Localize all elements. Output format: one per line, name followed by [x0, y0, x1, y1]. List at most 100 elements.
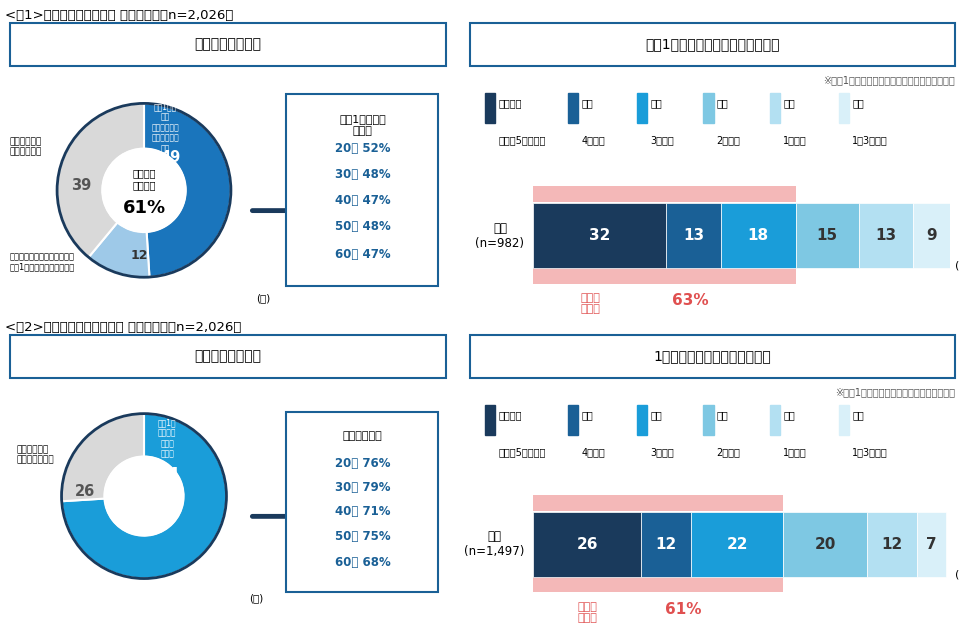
Bar: [913, 203, 950, 268]
Text: 月に1日
以上テレ
ワーク
したい: 月に1日 以上テレ ワーク したい: [157, 418, 177, 459]
Text: ほぼ毎日: ほぼ毎日: [498, 98, 521, 108]
Text: 63%: 63%: [672, 293, 709, 308]
Text: 週に: 週に: [650, 410, 661, 420]
Text: 直近1か月間のテレワーク実施状況: 直近1か月間のテレワーク実施状況: [645, 37, 780, 51]
Bar: [533, 203, 666, 268]
Text: 1～3日程度: 1～3日程度: [852, 135, 888, 145]
Text: 50代 48%: 50代 48%: [334, 220, 391, 233]
Bar: [666, 203, 721, 268]
Bar: [839, 405, 850, 435]
Circle shape: [103, 149, 185, 232]
Bar: [917, 512, 947, 577]
Text: 2日程度: 2日程度: [717, 135, 740, 145]
Text: 週３日
以上計: 週３日 以上計: [578, 602, 598, 623]
Text: 50代 75%: 50代 75%: [335, 530, 390, 542]
Text: 4日程度: 4日程度: [581, 135, 605, 145]
Text: ※直近1か月間にテレワークを実施した人ベース: ※直近1か月間にテレワークを実施した人ベース: [824, 75, 955, 85]
Text: 61%: 61%: [123, 198, 165, 217]
Text: 61%: 61%: [665, 602, 702, 617]
Bar: [636, 93, 647, 123]
Bar: [533, 512, 641, 577]
Text: 20: 20: [814, 537, 836, 552]
Text: 3日程度: 3日程度: [650, 447, 674, 457]
Text: (％): (％): [255, 293, 270, 303]
Text: 直近1か月
間に
テレワークを
行ったことが
ある: 直近1か月 間に テレワークを 行ったことが ある: [152, 102, 180, 153]
Text: (%): (%): [954, 261, 960, 271]
Bar: [796, 203, 858, 268]
Bar: [641, 512, 691, 577]
Text: 18: 18: [748, 228, 769, 243]
Text: テレワーク実施率: テレワーク実施率: [195, 37, 261, 51]
Text: 15: 15: [817, 228, 838, 243]
FancyBboxPatch shape: [470, 23, 955, 66]
Text: 49: 49: [160, 150, 180, 165]
FancyBboxPatch shape: [533, 187, 796, 202]
Text: 13: 13: [876, 228, 897, 243]
Text: 直近1か月間の
実施率: 直近1か月間の 実施率: [339, 114, 386, 136]
Text: （週に5日以上）: （週に5日以上）: [498, 447, 545, 457]
Bar: [704, 405, 714, 435]
Text: 22: 22: [727, 537, 748, 552]
Text: 過去に行ったことがあるが、
直近1か月間は行っていない: 過去に行ったことがあるが、 直近1か月間は行っていない: [10, 252, 75, 271]
Text: 74: 74: [157, 467, 180, 484]
Text: 週に: 週に: [717, 98, 729, 108]
Text: 40代 71%: 40代 71%: [335, 505, 390, 518]
Text: 1～3日程度: 1～3日程度: [852, 447, 888, 457]
Text: 実施経験
あり・計: 実施経験 あり・計: [132, 168, 156, 190]
Bar: [867, 512, 917, 577]
Text: 今まで一度も
行っていない: 今まで一度も 行っていない: [10, 137, 41, 157]
Text: 1日程度: 1日程度: [783, 135, 807, 145]
Text: 2日程度: 2日程度: [717, 447, 740, 457]
Wedge shape: [144, 104, 231, 277]
Text: 20代 52%: 20代 52%: [335, 142, 390, 155]
Text: 39: 39: [71, 178, 91, 193]
Text: 4日程度: 4日程度: [581, 447, 605, 457]
Text: 60代 47%: 60代 47%: [335, 248, 390, 261]
Bar: [858, 203, 913, 268]
Text: 週に: 週に: [650, 98, 661, 108]
Text: 13: 13: [683, 228, 704, 243]
Text: 60代 68%: 60代 68%: [334, 556, 391, 568]
Text: (％): (％): [250, 593, 264, 603]
FancyBboxPatch shape: [533, 268, 796, 283]
Text: ほぼ毎日: ほぼ毎日: [498, 410, 521, 420]
Bar: [704, 93, 714, 123]
Bar: [568, 405, 578, 435]
Text: 9: 9: [926, 228, 937, 243]
Text: （週に5日以上）: （週に5日以上）: [498, 135, 545, 145]
Text: 月に: 月に: [852, 410, 864, 420]
Wedge shape: [88, 223, 150, 277]
Text: 26: 26: [576, 537, 598, 552]
Circle shape: [105, 457, 183, 535]
Text: 3日程度: 3日程度: [650, 135, 674, 145]
Text: ※月に1日以上テレワークをしたい人ベース: ※月に1日以上テレワークをしたい人ベース: [835, 387, 955, 397]
FancyBboxPatch shape: [286, 412, 439, 592]
Text: 12: 12: [881, 537, 902, 552]
Text: 今後の意向率: 今後の意向率: [343, 431, 382, 441]
Text: (%): (%): [954, 570, 960, 580]
Wedge shape: [57, 104, 144, 257]
Text: 12: 12: [656, 537, 677, 552]
FancyBboxPatch shape: [286, 94, 439, 286]
Wedge shape: [61, 414, 144, 501]
Text: 32: 32: [588, 228, 611, 243]
Bar: [485, 93, 495, 123]
Text: 週に: 週に: [581, 410, 593, 420]
Bar: [839, 93, 850, 123]
Bar: [568, 93, 578, 123]
Bar: [721, 203, 796, 268]
Bar: [691, 512, 783, 577]
Text: <図2>テレワーク実施意向率 （単一回答：n=2,026）: <図2>テレワーク実施意向率 （単一回答：n=2,026）: [5, 321, 241, 334]
Text: 26: 26: [75, 484, 95, 499]
Text: 20代 76%: 20代 76%: [335, 457, 390, 469]
Text: 1日程度: 1日程度: [783, 447, 807, 457]
Bar: [485, 405, 495, 435]
Text: 週に: 週に: [581, 98, 593, 108]
Text: 全体
(n=1,497): 全体 (n=1,497): [464, 530, 524, 558]
Bar: [770, 93, 780, 123]
Text: 月に: 月に: [852, 98, 864, 108]
FancyBboxPatch shape: [533, 495, 783, 510]
Text: 週に: 週に: [783, 410, 795, 420]
Text: 全体
(n=982): 全体 (n=982): [475, 222, 524, 250]
Bar: [636, 405, 647, 435]
